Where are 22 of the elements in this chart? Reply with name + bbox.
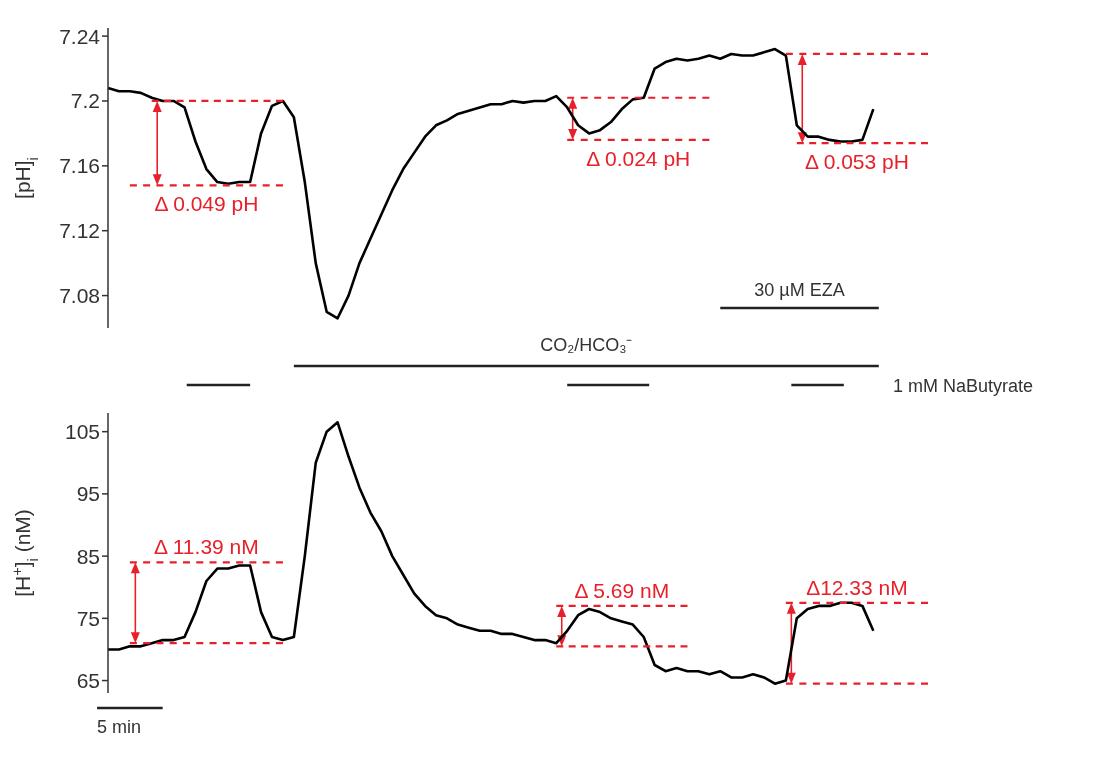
y-tick-label: 7.2 (70, 89, 100, 113)
annotation: Δ 0.049 pH (154, 192, 259, 216)
y-tick-label: 7.08 (59, 284, 100, 308)
annotation: Δ 0.053 pH (804, 150, 909, 174)
line-series (106, 47, 875, 320)
text: CO₂/HCO₃⁻ (540, 335, 633, 355)
annotation: 30 µM EZA (754, 280, 845, 300)
annotation: Δ 11.39 nM (154, 535, 259, 559)
text: 1 mM NaButyrate (893, 376, 1034, 396)
y-tick-label: 7.12 (59, 219, 100, 243)
line-series (106, 421, 875, 685)
y-tick-label: 7.16 (59, 154, 100, 178)
y-tick-label: 105 (64, 420, 100, 444)
text: 5 min (97, 717, 142, 737)
annotation: Δ12.33 nM (806, 575, 908, 599)
annotation: Δ 5.69 nM (574, 578, 670, 602)
y-tick-label: 65 (76, 669, 100, 693)
y-tick-label: 85 (76, 544, 100, 568)
y-tick-label: 7.24 (59, 24, 101, 48)
y-tick-label: 75 (76, 606, 100, 630)
annotation: Δ 0.024 pH (586, 146, 691, 170)
y-tick-label: 95 (76, 482, 100, 506)
